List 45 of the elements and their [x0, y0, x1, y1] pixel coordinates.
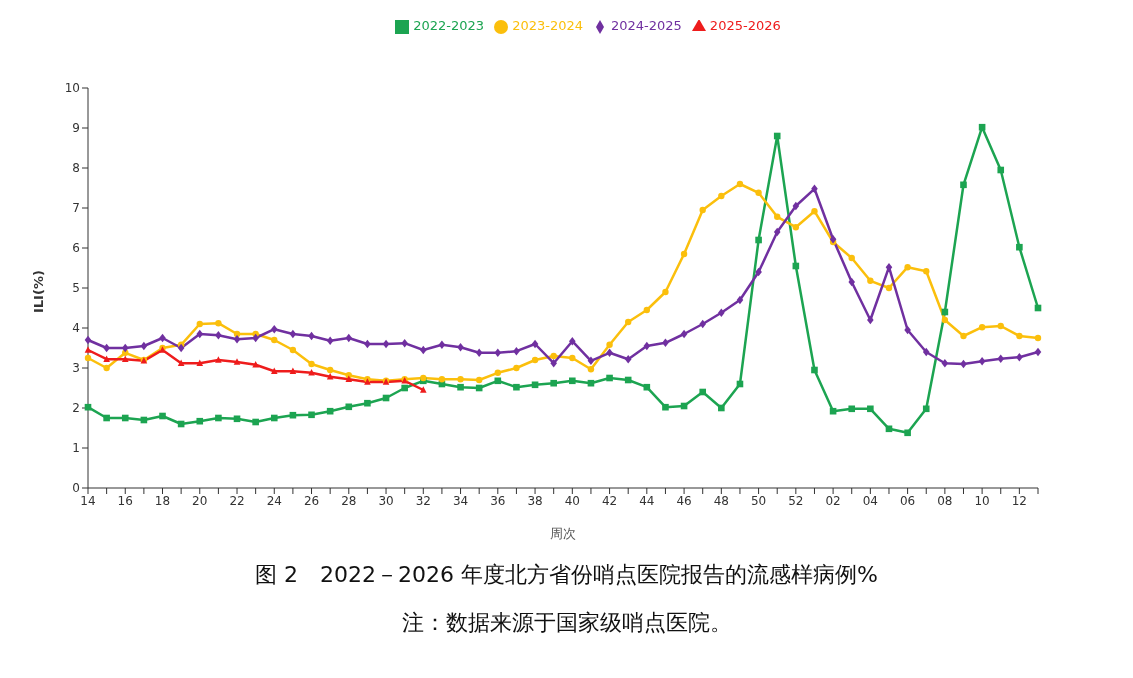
x-tick-label: 44 [639, 493, 655, 508]
y-axis-title: ILI(%) [30, 270, 46, 313]
y-tick-label: 1 [72, 441, 80, 456]
y-tick-label: 5 [72, 281, 80, 296]
x-tick-label: 48 [713, 493, 729, 508]
x-tick-label: 40 [564, 493, 580, 508]
y-tick-label: 9 [72, 121, 80, 136]
x-tick-label: 36 [490, 493, 506, 508]
legend-label: 2025-2026 [709, 18, 781, 33]
x-tick-label: 10 [974, 493, 990, 508]
x-tick-label: 42 [601, 493, 618, 508]
x-tick-label: 06 [899, 493, 916, 508]
x-tick-label: 02 [825, 493, 841, 508]
x-tick-label: 32 [415, 493, 431, 508]
x-axis-title: 周次 [550, 526, 576, 541]
x-tick-label: 18 [154, 493, 171, 508]
x-tick-label: 16 [117, 493, 133, 508]
x-tick-label: 26 [303, 493, 320, 508]
y-tick-label: 4 [72, 321, 80, 336]
text: 图 2 2022－2026 年度北方省份哨点医院报告的流感样病例% [254, 561, 879, 589]
y-tick-label: 6 [72, 241, 80, 256]
y-tick-label: 2 [72, 401, 80, 416]
y-tick-label: 3 [72, 361, 80, 376]
x-tick-label: 08 [937, 493, 953, 508]
x-tick-label: 46 [676, 493, 692, 508]
text: 注：数据来源于国家级哨点医院。 [400, 609, 733, 637]
x-tick-label: 04 [862, 493, 878, 508]
x-tick-label: 24 [266, 493, 282, 508]
x-tick-label: 14 [80, 493, 96, 508]
legend-label: 2022-2023 [413, 18, 485, 33]
y-tick-label: 10 [64, 81, 80, 96]
x-tick-label: 22 [229, 493, 245, 508]
x-tick-label: 12 [1011, 493, 1028, 508]
y-tick-label: 0 [72, 481, 80, 496]
legend-label: 2023-2024 [512, 18, 583, 33]
legend-label: 2024-2025 [611, 18, 682, 33]
x-tick-label: 34 [452, 493, 469, 508]
x-tick-label: 52 [788, 493, 804, 508]
x-tick-label: 30 [378, 493, 394, 508]
x-tick-label: 28 [341, 493, 357, 508]
x-tick-label: 38 [527, 493, 543, 508]
x-tick-label: 20 [192, 493, 208, 508]
y-tick-label: 7 [72, 201, 80, 216]
x-tick-label: 50 [750, 493, 767, 508]
y-tick-label: 8 [72, 161, 80, 176]
